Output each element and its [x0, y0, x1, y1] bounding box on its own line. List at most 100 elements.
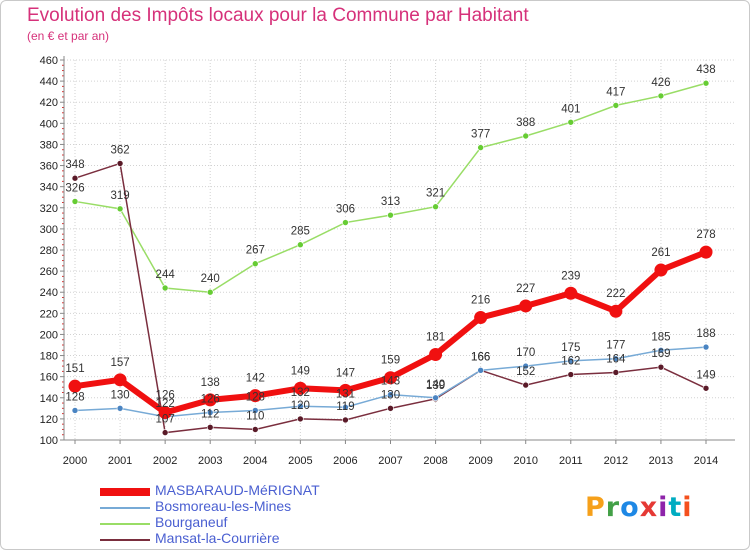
data-point: [71, 407, 79, 414]
data-point: [158, 406, 172, 420]
logo-letter: r: [605, 492, 621, 523]
logo-letter: i: [682, 492, 693, 523]
data-label: 166: [471, 351, 490, 363]
data-point: [297, 241, 304, 249]
data-point: [429, 348, 443, 361]
logo-letter: i: [658, 492, 669, 523]
y-tick-label: 400: [40, 118, 58, 130]
data-point: [657, 92, 665, 100]
data-point: [251, 260, 259, 268]
data-label: 244: [156, 269, 176, 281]
data-point: [612, 102, 620, 109]
data-label: 142: [246, 373, 265, 385]
data-point: [654, 263, 668, 277]
data-label: 348: [65, 159, 84, 171]
data-point: [71, 198, 79, 205]
data-label: 140: [426, 379, 445, 391]
data-label: 128: [246, 391, 265, 403]
data-label: 170: [516, 347, 535, 359]
data-point: [609, 304, 623, 318]
y-tick-label: 460: [40, 55, 58, 67]
data-point: [116, 405, 124, 412]
data-point: [477, 367, 484, 374]
x-tick-label: 2002: [153, 455, 177, 467]
y-tick-label: 260: [40, 266, 58, 278]
x-tick-label: 2013: [649, 455, 673, 467]
data-label: 319: [110, 190, 129, 202]
x-tick-label: 2010: [513, 455, 537, 467]
data-label: 306: [336, 204, 355, 216]
data-point: [702, 343, 710, 351]
legend-swatch: [100, 507, 150, 509]
chart-title: Evolution des Impôts locaux pour la Comm…: [27, 5, 529, 26]
data-point: [116, 160, 124, 167]
data-point: [522, 362, 530, 370]
data-point: [567, 357, 575, 365]
data-point: [293, 381, 307, 395]
y-tick-label: 340: [40, 182, 58, 194]
y-tick-label: 240: [40, 287, 58, 299]
data-label: 162: [561, 356, 580, 368]
data-point: [432, 203, 439, 211]
legend-swatch: [100, 539, 150, 541]
data-label: 188: [696, 328, 715, 340]
data-point: [297, 415, 304, 423]
y-tick-label: 440: [40, 76, 58, 88]
x-tick-label: 2003: [198, 455, 222, 467]
x-tick-label: 2000: [63, 455, 87, 467]
logo-letter: x: [639, 492, 659, 523]
data-point: [297, 402, 304, 410]
data-label: 132: [291, 387, 310, 399]
data-point: [612, 355, 620, 363]
data-label: 377: [471, 129, 490, 141]
data-point: [251, 407, 259, 414]
y-tick-label: 320: [40, 203, 58, 215]
data-label: 138: [201, 377, 220, 389]
x-tick-label: 2009: [468, 455, 492, 467]
data-point: [612, 369, 620, 376]
chart-subtitle: (en € et par an): [27, 29, 110, 43]
data-label: 139: [426, 380, 445, 392]
data-point: [206, 424, 214, 431]
data-label: 181: [426, 332, 445, 344]
data-label: 267: [246, 245, 265, 257]
x-tick-label: 2007: [378, 455, 402, 467]
x-tick-label: 2005: [288, 455, 312, 467]
data-point: [161, 284, 169, 292]
data-point: [342, 416, 349, 424]
x-tick-label: 2012: [604, 455, 628, 467]
data-label: 417: [606, 86, 625, 98]
legend-label: Bosmoreau-les-Mines: [155, 498, 292, 514]
data-label: 119: [336, 401, 354, 413]
data-label: 177: [606, 340, 625, 352]
data-label: 130: [110, 389, 129, 401]
data-point: [657, 346, 665, 354]
x-tick-label: 2006: [333, 455, 357, 467]
x-tick-label: 2001: [108, 455, 132, 467]
y-tick-label: 420: [40, 97, 58, 109]
line-chart: 100 120 140 160 180 200 220 240 260 280 300 320 340 3…: [40, 55, 735, 467]
data-point: [251, 426, 259, 433]
data-label: 185: [651, 331, 670, 343]
data-label: 169: [651, 348, 670, 360]
logo-letter: o: [620, 492, 640, 523]
legend-label: MASBARAUD-MéRIGNAT: [155, 482, 320, 498]
data-point: [68, 379, 82, 393]
data-label: 438: [696, 64, 715, 76]
data-label: 149: [291, 365, 310, 377]
y-tick-label: 180: [40, 351, 58, 363]
data-point: [432, 394, 439, 402]
data-label: 157: [110, 357, 129, 369]
data-point: [564, 286, 578, 300]
data-label: 130: [381, 389, 400, 401]
y-tick-label: 160: [40, 372, 58, 384]
data-point: [702, 79, 710, 87]
data-label: 388: [516, 117, 535, 129]
logo-letter: P: [585, 492, 606, 523]
data-point: [522, 381, 530, 389]
data-point: [477, 144, 484, 151]
data-point: [657, 363, 665, 371]
data-label: 313: [381, 196, 400, 208]
data-label: 362: [110, 144, 129, 156]
data-label: 216: [471, 295, 490, 307]
